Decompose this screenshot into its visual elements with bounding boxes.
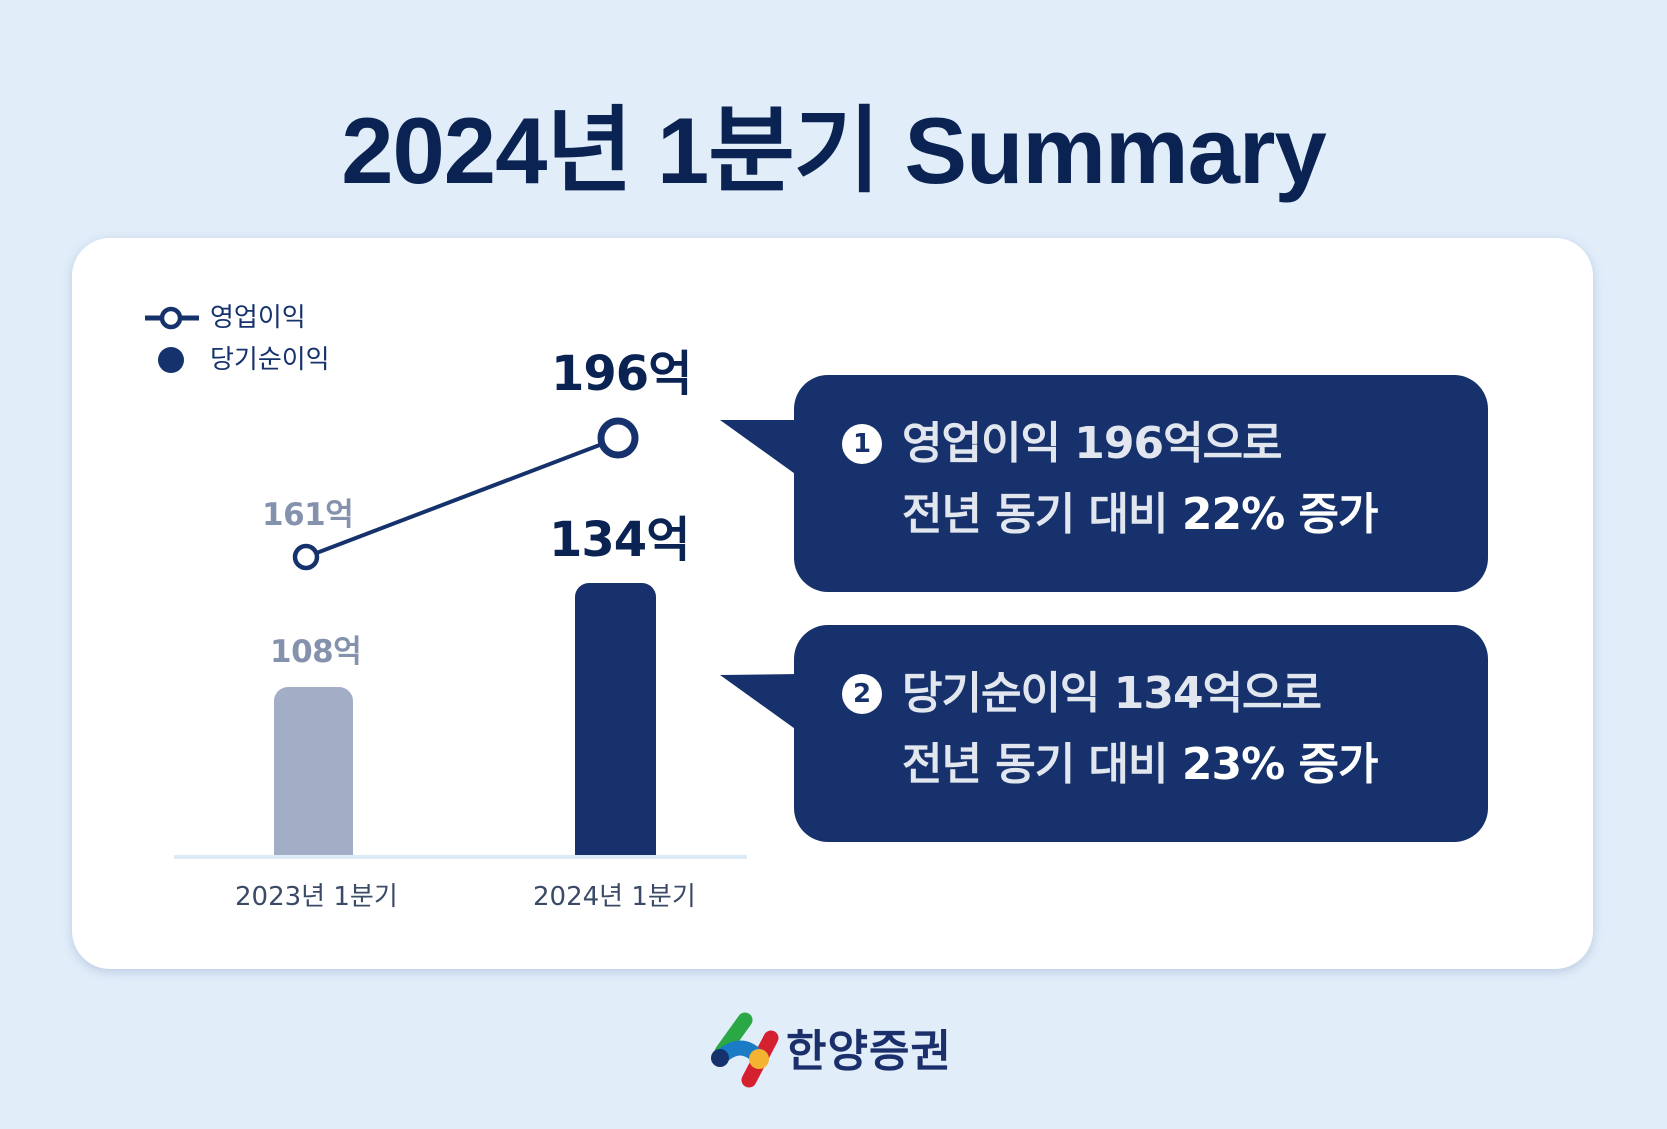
callout-highlight: 23% 증가 (1181, 739, 1379, 790)
callout-line-2: 전년 동기 대비 23% 증가 (902, 738, 1379, 792)
net-income-bar-2023 (274, 687, 353, 857)
x-axis-baseline (174, 855, 747, 859)
number-badge-1: 1 (842, 424, 882, 464)
hanyang-securities-logo-icon (711, 1012, 779, 1088)
callout-line-1: 영업이익 196억으로 (902, 418, 1283, 469)
x-axis-label-2023: 2023년 1분기 (235, 882, 398, 912)
legend-label: 영업이익 (210, 303, 306, 333)
net-income-2023-label: 108억 (270, 634, 362, 670)
page-title: 2024년 1분기 Summary (341, 98, 1326, 203)
data-point-2023 (292, 543, 320, 571)
callout-text: 전년 동기 대비 (902, 739, 1182, 790)
callout-operating-profit: 1 영업이익 196억으로 전년 동기 대비 22% 증가 (794, 375, 1488, 592)
net-income-bar-2024 (575, 583, 656, 857)
brand-name: 한양증권 (786, 1026, 952, 1077)
callout-text: 전년 동기 대비 (902, 489, 1182, 540)
filled-dot-icon (158, 347, 184, 373)
operating-profit-2023-label: 161억 (262, 497, 354, 533)
callout-highlight: 22% 증가 (1181, 489, 1379, 540)
net-income-2024-label: 134억 (549, 512, 690, 568)
legend-label: 당기순이익 (210, 345, 330, 375)
number-badge-2: 2 (842, 674, 882, 714)
line-circle-marker-icon (145, 306, 199, 330)
callout-tail (720, 420, 798, 476)
operating-profit-2024-label: 196억 (551, 346, 692, 402)
callout-line-2: 전년 동기 대비 22% 증가 (902, 488, 1379, 542)
callout-tail (720, 674, 798, 731)
callout-line-1: 당기순이익 134억으로 (902, 668, 1322, 719)
x-axis-label-2024: 2024년 1분기 (533, 882, 696, 912)
data-point-2024 (597, 417, 639, 459)
callout-net-income: 2 당기순이익 134억으로 전년 동기 대비 23% 증가 (794, 625, 1488, 842)
